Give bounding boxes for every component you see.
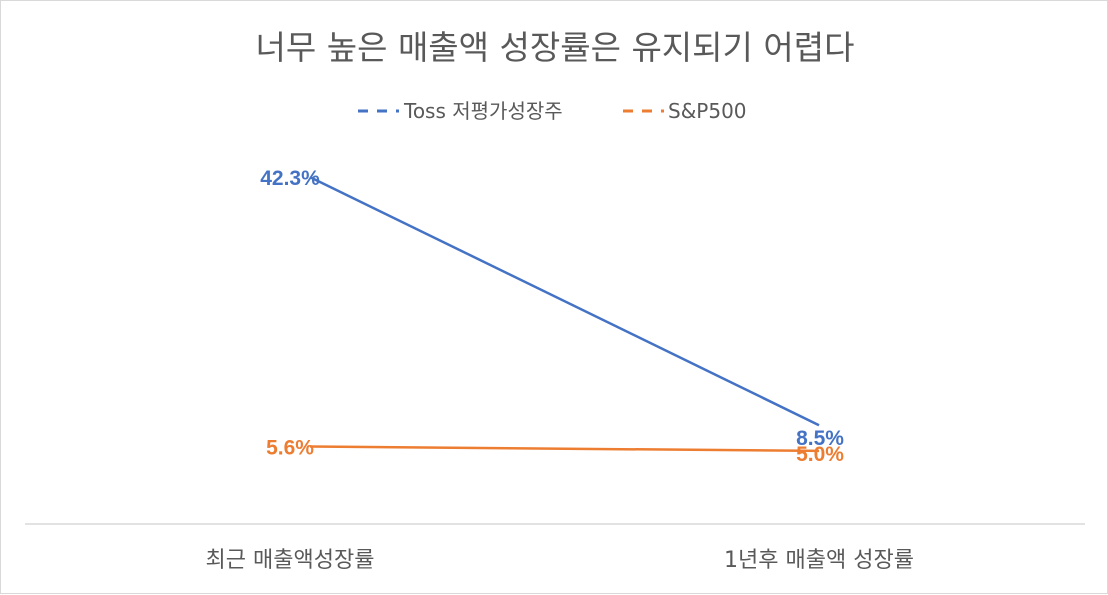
data-label-sp500-1: 5.0% [796,443,844,466]
legend: Toss 저평가성장주 S&P500 [358,99,747,123]
data-label-sp500-0: 5.6% [266,436,314,459]
plot-area: 42.3% 8.5% 5.6% 5.0% [260,167,844,466]
data-label-toss-1: 8.5% [796,427,844,450]
series-line-sp500 [309,445,820,453]
data-label-toss-0: 42.3% [260,167,320,190]
legend-label-sp500: S&P500 [668,99,747,123]
chart-title: 너무 높은 매출액 성장률은 유지되기 어렵다 [256,28,855,67]
x-tick-label-next-year: 1년후 매출액 성장률 [724,548,914,573]
series-line-toss [309,175,820,427]
x-tick-label-recent: 최근 매출액성장률 [206,548,375,573]
legend-label-toss: Toss 저평가성장주 [403,99,563,123]
